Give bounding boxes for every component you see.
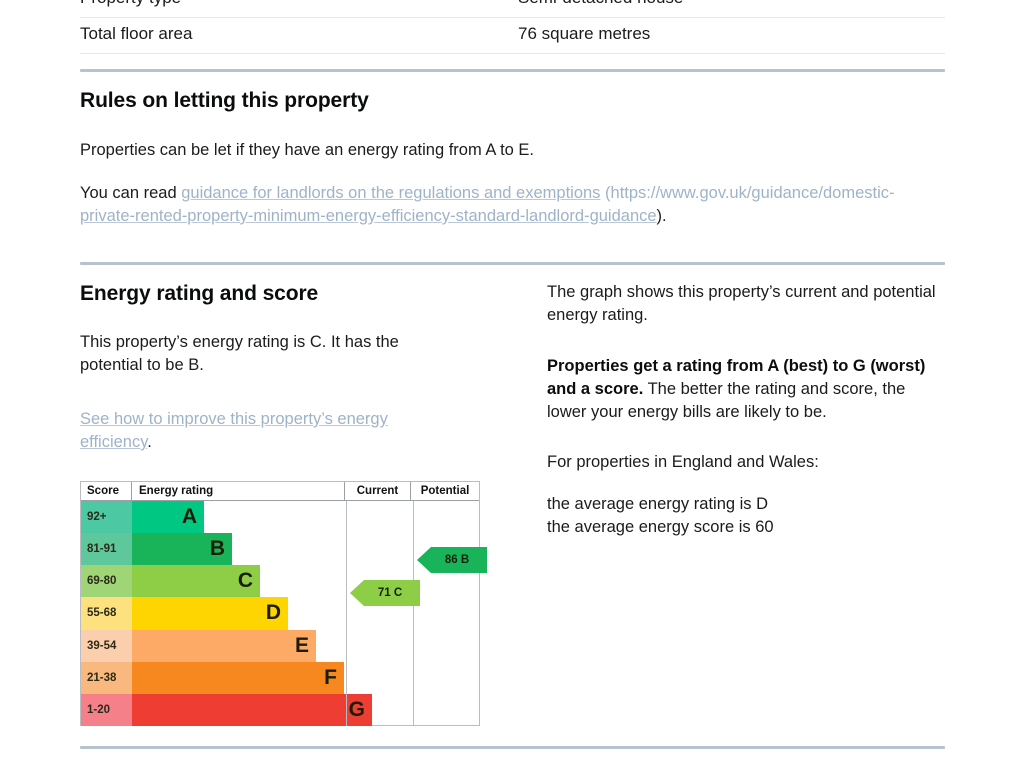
property-details-table: Property type Semi-detached house Total … xyxy=(80,0,945,54)
epc-rating-bar: B xyxy=(132,533,232,566)
current-rating-badge: 71 C xyxy=(350,580,420,606)
epc-score-band: 81-91 xyxy=(81,533,132,566)
section-divider-top xyxy=(80,69,945,72)
epc-header-score: Score xyxy=(81,482,132,500)
epc-score-band: 69-80 xyxy=(81,565,132,598)
epc-rating-bar: A xyxy=(132,501,204,534)
epc-band-row: 39-54 E xyxy=(81,629,346,662)
epc-band-row: 21-38 F xyxy=(81,661,346,694)
epc-header-potential: Potential xyxy=(420,485,470,497)
property-type-label: Property type xyxy=(80,0,518,9)
epc-band-row: 1-20 G xyxy=(81,693,372,726)
epc-score-band: 39-54 xyxy=(81,629,132,662)
epc-rating-bar: G xyxy=(132,693,372,726)
explainer-bold-text: Properties get a rating from A (best) to… xyxy=(547,357,926,398)
epc-score-band: 1-20 xyxy=(81,693,132,726)
epc-rating-bar: C xyxy=(132,565,260,598)
current-rating-paragraph: This property’s energy rating is C. It h… xyxy=(80,333,399,374)
regional-averages: the average energy rating is D the avera… xyxy=(547,493,947,539)
guidance-url-open: (https://www.gov.uk/guidance/domestic- xyxy=(600,184,895,202)
landlord-guidance-url[interactable]: private-rented-property-minimum-energy-e… xyxy=(80,207,657,225)
epc-band-row: 92+ A xyxy=(81,501,346,534)
epc-score-band: 92+ xyxy=(81,501,132,534)
explainer-rest-text: The better the rating and score, the low… xyxy=(547,380,906,421)
guidance-url-close: ). xyxy=(656,207,667,225)
table-row: Property type Semi-detached house xyxy=(80,0,945,18)
improve-efficiency-link[interactable]: See how to improve this property’s energ… xyxy=(80,410,388,451)
epc-band-row: 69-80 C xyxy=(81,565,346,598)
average-rating-line: the average energy rating is D xyxy=(547,495,769,513)
section-divider-middle xyxy=(80,262,945,265)
epc-header-energy-rating: Energy rating xyxy=(132,482,345,500)
region-intro-paragraph: For properties in England and Wales: xyxy=(547,453,819,471)
landlord-guidance-link[interactable]: guidance for landlords on the regulation… xyxy=(181,184,601,202)
section-divider-bottom xyxy=(80,746,945,749)
epc-band-rows: 92+ A 81-91 B 69-80 C 55-68 D 39-54 E 21-38 F 1-20 G xyxy=(81,501,372,726)
epc-rating-bar: D xyxy=(132,597,288,630)
epc-header-current: Current xyxy=(345,482,411,500)
epc-rating-graph: Score Energy rating Current Potential 92… xyxy=(80,481,487,726)
property-type-value: Semi-detached house xyxy=(518,0,683,9)
total-floor-area-label: Total floor area xyxy=(80,24,193,43)
epc-score-band: 55-68 xyxy=(81,597,132,630)
rules-paragraph: Properties can be let if they have an en… xyxy=(80,141,535,159)
energy-section-heading: Energy rating and score xyxy=(80,282,319,305)
epc-divider-current xyxy=(346,501,347,726)
epc-band-row: 81-91 B xyxy=(81,533,346,566)
epc-band-row: 55-68 D xyxy=(81,597,346,630)
total-floor-area-value: 76 square metres xyxy=(518,24,651,43)
epc-graph-body: 92+ A 81-91 B 69-80 C 55-68 D 39-54 E 21-38 F 1-20 G … xyxy=(81,501,487,726)
graph-explainer-paragraph: Properties get a rating from A (best) to… xyxy=(547,355,947,424)
improve-efficiency-paragraph: See how to improve this property’s energ… xyxy=(80,408,420,454)
epc-divider-potential xyxy=(413,501,414,726)
guidance-prefix-text: You can read xyxy=(80,184,182,202)
epc-rating-bar: F xyxy=(132,661,344,694)
guidance-paragraph: You can read guidance for landlords on t… xyxy=(80,182,910,228)
average-score-line: the average energy score is 60 xyxy=(547,518,774,536)
graph-intro-paragraph: The graph shows this property’s current … xyxy=(547,283,936,324)
rules-section-heading: Rules on letting this property xyxy=(80,89,369,112)
improve-link-suffix: . xyxy=(147,433,152,451)
table-row: Total floor area 76 square metres xyxy=(80,18,945,54)
epc-header-row: Score Energy rating Current Potential xyxy=(81,482,479,501)
epc-score-band: 21-38 xyxy=(81,661,132,694)
epc-rating-bar: E xyxy=(132,629,316,662)
potential-rating-badge: 86 B xyxy=(417,547,487,573)
